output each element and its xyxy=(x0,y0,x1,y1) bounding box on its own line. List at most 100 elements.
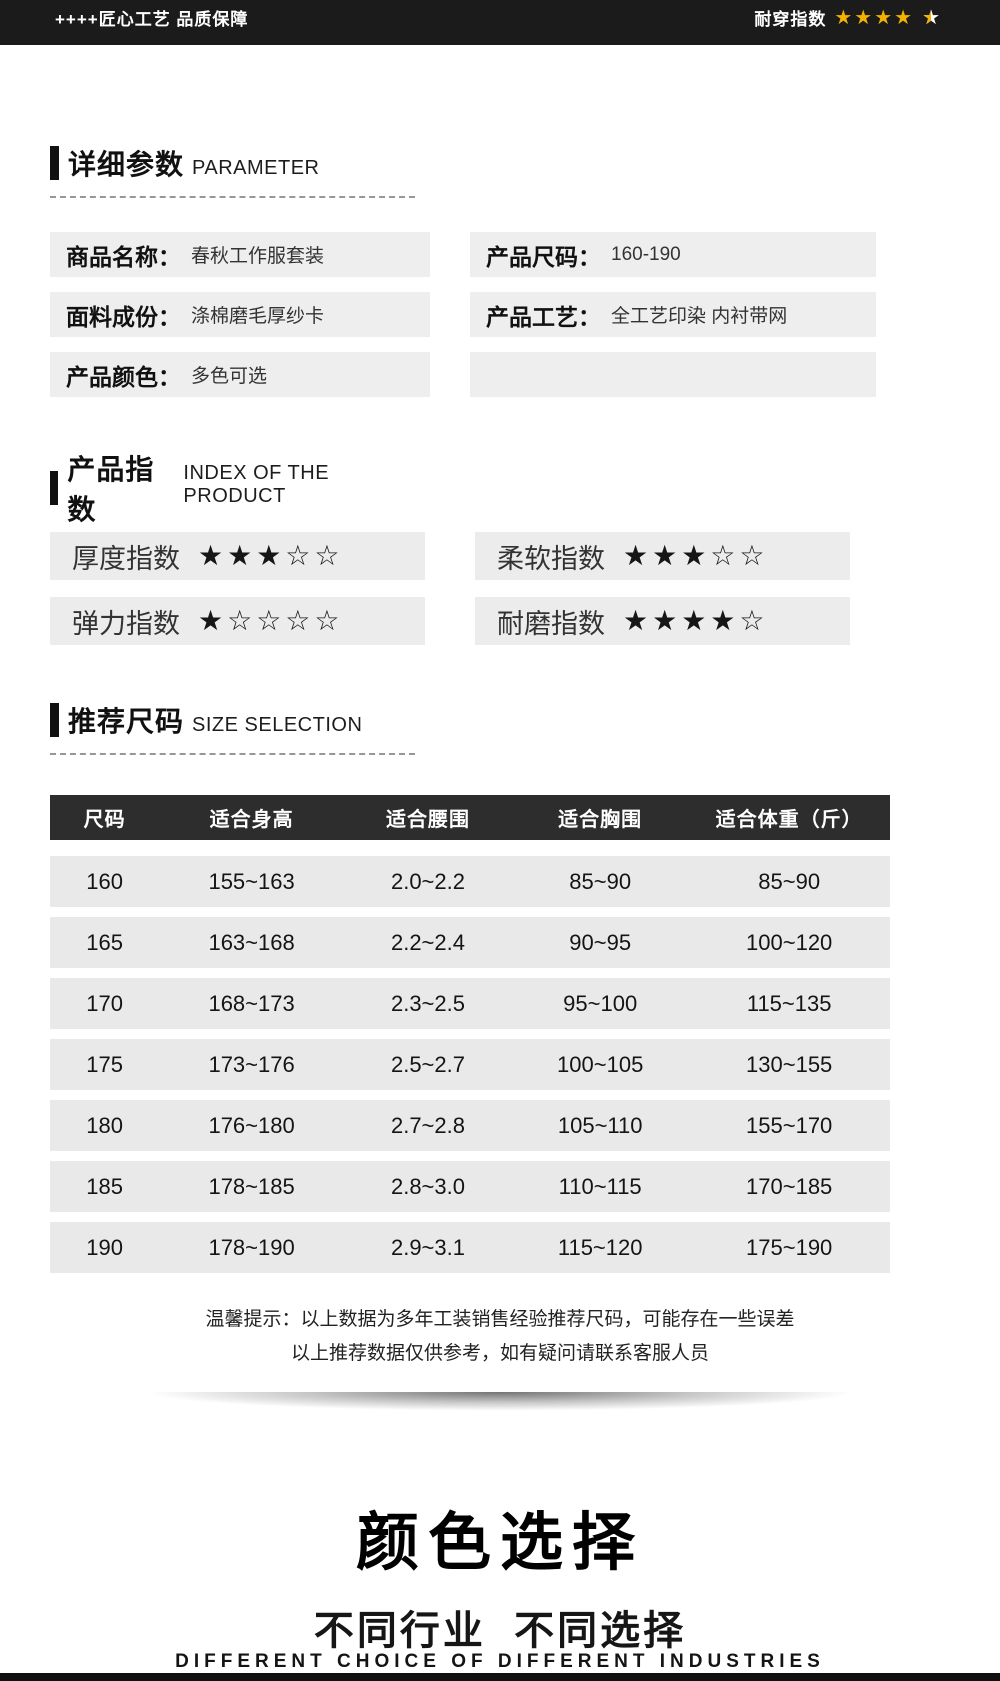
parameter-label: 产品尺码： xyxy=(486,243,601,270)
index-row: 耐磨指数 ★★★★☆ xyxy=(475,597,850,645)
durability-rating-label: 耐穿指数 xyxy=(754,10,827,29)
index-row: 厚度指数 ★★★☆☆ xyxy=(50,532,425,580)
size-table-body: 160 155~163 2.0~2.2 85~90 85~90 165 163~168 2.2… xyxy=(50,856,890,1273)
index-row: 柔软指数 ★★★☆☆ xyxy=(475,532,850,580)
parameter-value: 涤棉磨毛厚纱卡 xyxy=(191,306,325,327)
table-cell: 100~105 xyxy=(557,1051,644,1077)
table-cell: 168~173 xyxy=(208,990,295,1016)
parameter-column-right: 产品尺码： 160-190 产品工艺： 全工艺印染 内衬带网 xyxy=(470,232,876,412)
table-cell: 2.8~3.0 xyxy=(390,1173,465,1199)
table-cell: 85~90 xyxy=(569,868,632,894)
table-cell: 2.5~2.7 xyxy=(390,1051,465,1077)
table-row: 180 176~180 2.7~2.8 105~110 155~170 xyxy=(50,1100,890,1151)
parameter-label: 商品名称： xyxy=(66,243,181,270)
table-cell: 2.7~2.8 xyxy=(390,1112,465,1138)
star-icons: ★★★★☆ xyxy=(623,605,769,636)
parameter-value: 多色可选 xyxy=(191,366,268,387)
table-cell: 85~90 xyxy=(758,868,821,894)
parameter-row: 商品名称： 春秋工作服套装 xyxy=(50,232,430,277)
table-cell: 185 xyxy=(86,1173,123,1199)
table-header-cell: 适合胸围 xyxy=(558,809,643,831)
table-cell: 170~185 xyxy=(746,1173,833,1199)
parameter-label: 产品颜色： xyxy=(66,363,181,390)
table-header-cell: 适合腰围 xyxy=(385,809,470,831)
table-cell: 2.3~2.5 xyxy=(390,990,465,1016)
index-row: 弹力指数 ★☆☆☆☆ xyxy=(50,597,425,645)
table-row: 160 155~163 2.0~2.2 85~90 85~90 xyxy=(50,856,890,907)
section-title: 详细参数 xyxy=(68,149,185,180)
table-cell: 160 xyxy=(86,868,123,894)
section-subtitle: PARAMETER xyxy=(192,157,320,179)
parameter-row: 产品颜色： 多色可选 xyxy=(50,352,430,397)
dashed-divider xyxy=(50,753,415,755)
parameter-row: 产品工艺： 全工艺印染 内衬带网 xyxy=(470,292,876,337)
star-icons: ★★★☆☆ xyxy=(198,540,344,571)
parameter-row: 产品尺码： 160-190 xyxy=(470,232,876,277)
table-cell: 155~170 xyxy=(746,1112,833,1138)
table-cell: 176~180 xyxy=(208,1112,295,1138)
table-cell: 90~95 xyxy=(569,929,632,955)
parameter-column-left: 商品名称： 春秋工作服套装面料成份： 涤棉磨毛厚纱卡产品颜色： 多色可选 xyxy=(50,232,430,412)
index-label: 弹力指数 xyxy=(72,608,180,639)
parameter-value: 160-190 xyxy=(611,243,681,265)
index-label: 厚度指数 xyxy=(72,543,180,574)
section-header-parameter: 详细参数 PARAMETER xyxy=(50,143,420,198)
table-header-cell: 适合体重（斤） xyxy=(715,809,863,831)
table-cell: 2.9~3.1 xyxy=(390,1234,465,1260)
index-label: 耐磨指数 xyxy=(497,608,605,639)
table-cell: 178~185 xyxy=(208,1173,295,1199)
table-cell: 2.0~2.2 xyxy=(390,868,465,894)
table-row: 175 173~176 2.5~2.7 100~105 130~155 xyxy=(50,1039,890,1090)
table-cell: 178~190 xyxy=(208,1234,295,1260)
size-table: 尺码 适合身高 适合腰围 适合胸围 适合体重（斤） 160 155~163 2.0~2.2 8… xyxy=(50,795,890,1283)
parameter-value: 春秋工作服套装 xyxy=(191,246,325,267)
table-cell: 155~163 xyxy=(208,868,295,894)
color-section-subtitle-en: DIFFERENT CHOICE OF DIFFERENT INDUSTRIES xyxy=(175,1651,825,1672)
table-cell: 173~176 xyxy=(208,1051,295,1077)
section-title: 产品指数 xyxy=(67,454,155,525)
size-note-line2: 以上推荐数据仅供参考，如有疑问请联系客服人员 xyxy=(290,1343,709,1364)
table-header-cell: 适合身高 xyxy=(209,809,294,831)
table-cell: 95~100 xyxy=(563,990,638,1016)
star-icons: ★★★☆☆ xyxy=(623,540,769,571)
table-cell: 163~168 xyxy=(208,929,295,955)
table-cell: 115~135 xyxy=(746,990,832,1016)
section-subtitle: SIZE SELECTION xyxy=(192,714,363,736)
top-banner: ++++匠心工艺 品质保障 耐穿指数 ★★★★ ★ ★ xyxy=(0,0,1000,45)
table-row: 165 163~168 2.2~2.4 90~95 100~120 xyxy=(50,917,890,968)
section-header-index: 产品指数 INDEX OF THE PRODUCT xyxy=(50,448,420,543)
table-cell: 2.2~2.4 xyxy=(390,929,465,955)
durability-rating: 耐穿指数 ★★★★ ★ ★ xyxy=(754,5,940,30)
size-note-line1: 温馨提示：以上数据为多年工装销售经验推荐尺码，可能存在一些误差 xyxy=(205,1309,795,1330)
color-section-title: 颜色选择 xyxy=(356,1508,644,1578)
bottom-black-strip xyxy=(0,1673,1000,1681)
table-cell: 115~120 xyxy=(557,1234,643,1260)
table-row: 190 178~190 2.9~3.1 115~120 175~190 xyxy=(50,1222,890,1273)
parameter-row-empty xyxy=(470,352,876,397)
table-cell: 190 xyxy=(86,1234,123,1260)
table-cell: 110~115 xyxy=(558,1173,642,1199)
table-cell: 170 xyxy=(86,990,123,1016)
parameter-label: 产品工艺： xyxy=(486,303,601,330)
table-row: 170 168~173 2.3~2.5 95~100 115~135 xyxy=(50,978,890,1029)
parameter-value: 全工艺印染 内衬带网 xyxy=(611,306,788,327)
section-title: 推荐尺码 xyxy=(68,706,185,737)
parameter-label: 面料成份： xyxy=(66,303,181,330)
table-cell: 100~120 xyxy=(746,929,833,955)
section-bar-icon xyxy=(50,703,59,737)
index-label: 柔软指数 xyxy=(497,543,605,574)
table-cell: 175 xyxy=(86,1051,123,1077)
size-table-header: 尺码 适合身高 适合腰围 适合胸围 适合体重（斤） xyxy=(50,795,890,840)
table-cell: 165 xyxy=(86,929,123,955)
table-cell: 130~155 xyxy=(746,1051,833,1077)
dashed-divider xyxy=(50,196,415,198)
table-cell: 180 xyxy=(86,1112,123,1138)
craftsmanship-slogan: ++++匠心工艺 品质保障 xyxy=(55,10,249,29)
index-column-right: 柔软指数 ★★★☆☆ 耐磨指数 ★★★★☆ xyxy=(475,532,850,662)
half-star-icon: ★ ★ xyxy=(922,6,940,29)
color-section-subtitle: 不同行业 不同选择 xyxy=(313,1609,687,1653)
parameter-row: 面料成份： 涤棉磨毛厚纱卡 xyxy=(50,292,430,337)
size-note: 温馨提示：以上数据为多年工装销售经验推荐尺码，可能存在一些误差 以上推荐数据仅供… xyxy=(0,1303,1000,1371)
section-subtitle: INDEX OF THE PRODUCT xyxy=(183,462,330,507)
